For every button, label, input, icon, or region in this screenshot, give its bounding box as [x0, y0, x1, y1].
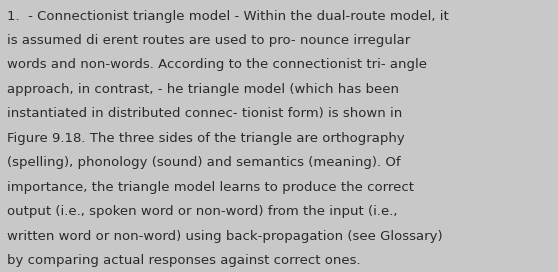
Text: (spelling), phonology (sound) and semantics (meaning). Of: (spelling), phonology (sound) and semant… — [7, 156, 401, 169]
Text: words and non-words. According to the connectionist tri- angle: words and non-words. According to the co… — [7, 58, 427, 72]
Text: instantiated in distributed connec- tionist form) is shown in: instantiated in distributed connec- tion… — [7, 107, 402, 120]
Text: written word or non-word) using back-propagation (see Glossary): written word or non-word) using back-pro… — [7, 230, 443, 243]
Text: output (i.e., spoken word or non-word) from the input (i.e.,: output (i.e., spoken word or non-word) f… — [7, 205, 398, 218]
Text: approach, in contrast, - he triangle model (which has been: approach, in contrast, - he triangle mod… — [7, 83, 400, 96]
Text: 1.  - Connectionist triangle model - Within the dual-route model, it: 1. - Connectionist triangle model - With… — [7, 10, 449, 23]
Text: is assumed di erent routes are used to pro- nounce irregular: is assumed di erent routes are used to p… — [7, 34, 411, 47]
Text: by comparing actual responses against correct ones.: by comparing actual responses against co… — [7, 254, 361, 267]
Text: Figure 9.18. The three sides of the triangle are orthography: Figure 9.18. The three sides of the tria… — [7, 132, 405, 145]
Text: importance, the triangle model learns to produce the correct: importance, the triangle model learns to… — [7, 181, 414, 194]
